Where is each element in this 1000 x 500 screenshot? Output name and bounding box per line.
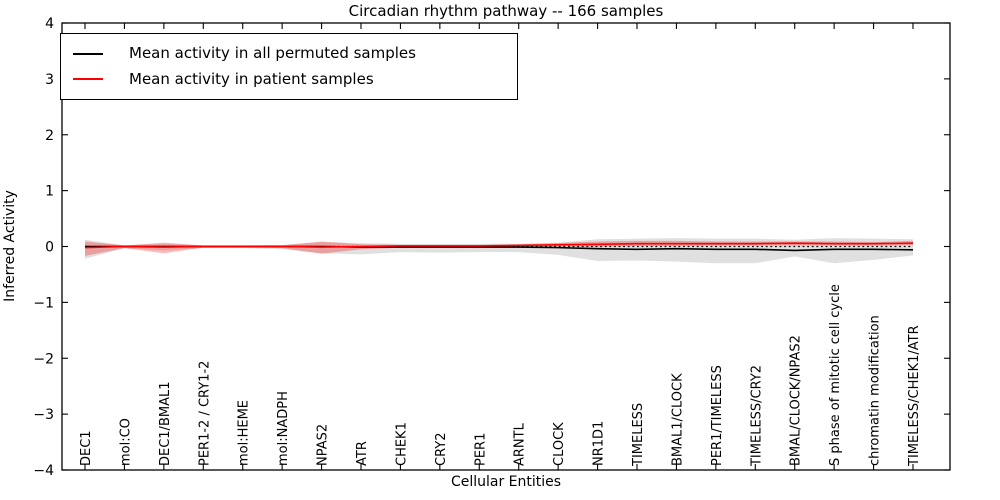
x-tick-label: TIMELESS (631, 403, 646, 467)
patient-line-swatch (73, 78, 103, 81)
legend-item-patient: Mean activity in patient samples (73, 69, 507, 88)
x-tick-label: mol:NADPH (276, 391, 291, 466)
y-tick-label: −4 (33, 463, 54, 479)
legend-item-permuted: Mean activity in all permuted samples (73, 46, 507, 61)
x-tick-label: CLOCK (552, 422, 567, 466)
patient-mean-line (84, 242, 914, 249)
y-tick-label: 3 (45, 72, 54, 88)
legend-label-permuted: Mean activity in all permuted samples (129, 44, 416, 63)
x-axis-label: Cellular Entities (450, 474, 562, 490)
y-tick-label: 1 (45, 184, 54, 200)
x-tick-label: ATR (355, 441, 370, 466)
y-tick-label: −1 (33, 295, 54, 311)
x-tick-label: NR1D1 (592, 421, 607, 466)
x-tick-label: BMAL/CLOCK/NPAS2 (789, 335, 804, 466)
x-tick-label: BMAL1/CLOCK (670, 373, 685, 466)
x-tick-label: mol:HEME (237, 400, 252, 466)
x-tick-label: S phase of mitotic cell cycle (828, 284, 843, 466)
y-tick-label: 2 (45, 128, 54, 144)
permuted-line-swatch (73, 52, 103, 55)
x-tick-label: chromatin modification (868, 315, 883, 466)
x-tick-label: PER1-2 / CRY1-2 (197, 361, 212, 466)
patient-std-band (85, 240, 913, 256)
y-tick-label: 0 (45, 240, 54, 256)
x-tick-label: DEC1/BMAL1 (158, 382, 173, 467)
x-tick-label: PER1/TIMELESS (710, 365, 725, 466)
x-tick-label: CRY2 (434, 433, 449, 467)
x-tick-label: DEC1 (79, 430, 94, 466)
x-tick-label: TIMELESS/CRY2 (749, 365, 764, 467)
y-tick-label: 4 (45, 16, 54, 32)
x-tick-label: TIMELESS/CHEK1/ATR (907, 325, 922, 467)
y-tick-label: −3 (33, 407, 54, 423)
x-tick-label: PER1 (473, 433, 488, 466)
legend-label-patient: Mean activity in patient samples (129, 69, 374, 88)
x-tick-label: NPAS2 (316, 424, 331, 466)
x-tick-label: ARNTL (513, 422, 528, 466)
chart-title: Circadian rhythm pathway -- 166 samples (348, 2, 664, 20)
legend: Mean activity in all permuted samples Me… (60, 33, 518, 100)
x-tick-label: mol:CO (118, 418, 133, 466)
x-tick-label: CHEK1 (394, 422, 409, 466)
y-tick-label: −2 (33, 351, 54, 367)
